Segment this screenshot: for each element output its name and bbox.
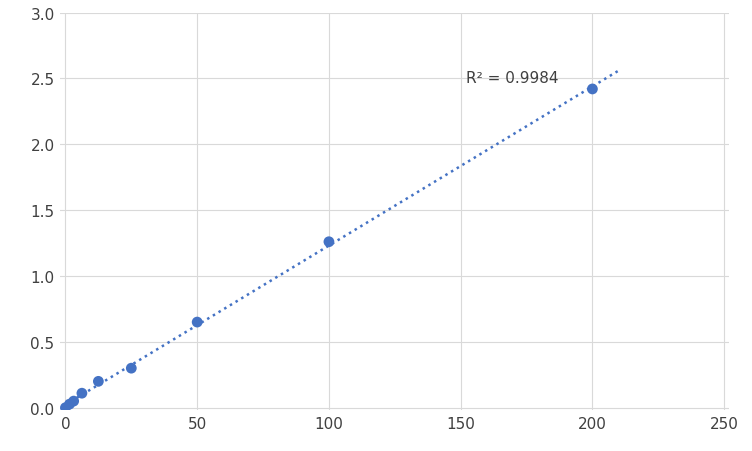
Point xyxy=(126,365,138,372)
Point xyxy=(587,86,599,93)
Point xyxy=(68,398,80,405)
Point xyxy=(191,319,203,326)
Point xyxy=(59,404,71,411)
Point xyxy=(92,378,105,385)
Point xyxy=(76,390,88,397)
Text: R² = 0.9984: R² = 0.9984 xyxy=(466,71,559,86)
Point xyxy=(323,239,335,246)
Point xyxy=(63,400,75,408)
